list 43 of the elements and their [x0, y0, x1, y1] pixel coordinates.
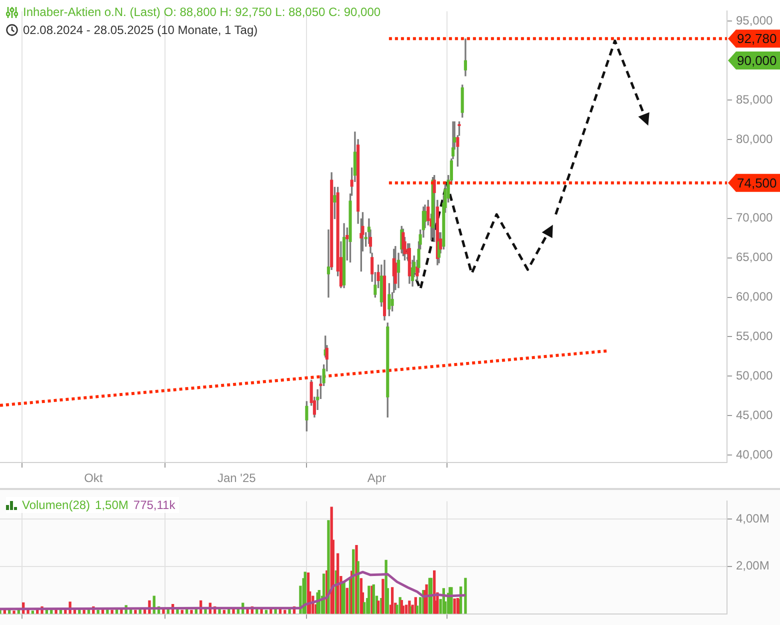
bar [327, 520, 330, 614]
y-tick-label: 55,000 [736, 329, 774, 344]
y-tick-label: 85,000 [736, 92, 774, 106]
bar [382, 578, 384, 614]
y-tick-label: 40,000 [736, 447, 774, 462]
bar [390, 587, 394, 614]
y-tick-label: 80,000 [736, 132, 774, 146]
bar [82, 610, 86, 614]
bar [120, 609, 123, 614]
bar [134, 610, 137, 614]
bar [376, 600, 380, 614]
bar [404, 604, 408, 614]
x-tick-label: Jan '25 [217, 471, 256, 486]
ref-line-label: 92,780 [737, 31, 777, 46]
y-tick-label: 4,00M [736, 511, 770, 526]
bar [362, 602, 366, 614]
bar [96, 610, 100, 614]
bar [425, 584, 428, 614]
y-tick-label: 70,000 [736, 210, 774, 225]
y-tick-label: 60,000 [736, 290, 774, 304]
text: 90,000 [737, 53, 777, 68]
bar [26, 610, 30, 614]
y-tick-label: 50,000 [736, 368, 774, 382]
bar [356, 561, 360, 614]
bar [346, 588, 348, 614]
x-tick-label: Apr [367, 471, 386, 486]
text: 02.08.2024 - 28.05.2025 (10 Monate, 1 Tag) [23, 22, 258, 38]
ref-line-label: 74,500 [737, 175, 777, 190]
y-tick-label: 65,000 [736, 250, 774, 264]
bar [453, 598, 456, 614]
y-tick-label: 2,00M [736, 558, 770, 573]
chart-title: Volumen(28) [22, 497, 90, 513]
bar [190, 610, 193, 614]
annotation: 1,50M [95, 497, 128, 513]
bar [368, 586, 370, 614]
x-tick-label: Okt [84, 471, 104, 486]
bar [12, 610, 16, 614]
chart-title: Inhaber-Aktien o.N. (Last) O: 88,800 H: 92,750 L: 88,050 C: 90,000 [23, 4, 381, 20]
y-tick-label: 45,000 [736, 408, 774, 422]
bar [464, 578, 467, 614]
y-tick-label: 95,000 [736, 13, 774, 28]
annotation: 775,11k [133, 497, 176, 513]
bar [352, 549, 355, 614]
